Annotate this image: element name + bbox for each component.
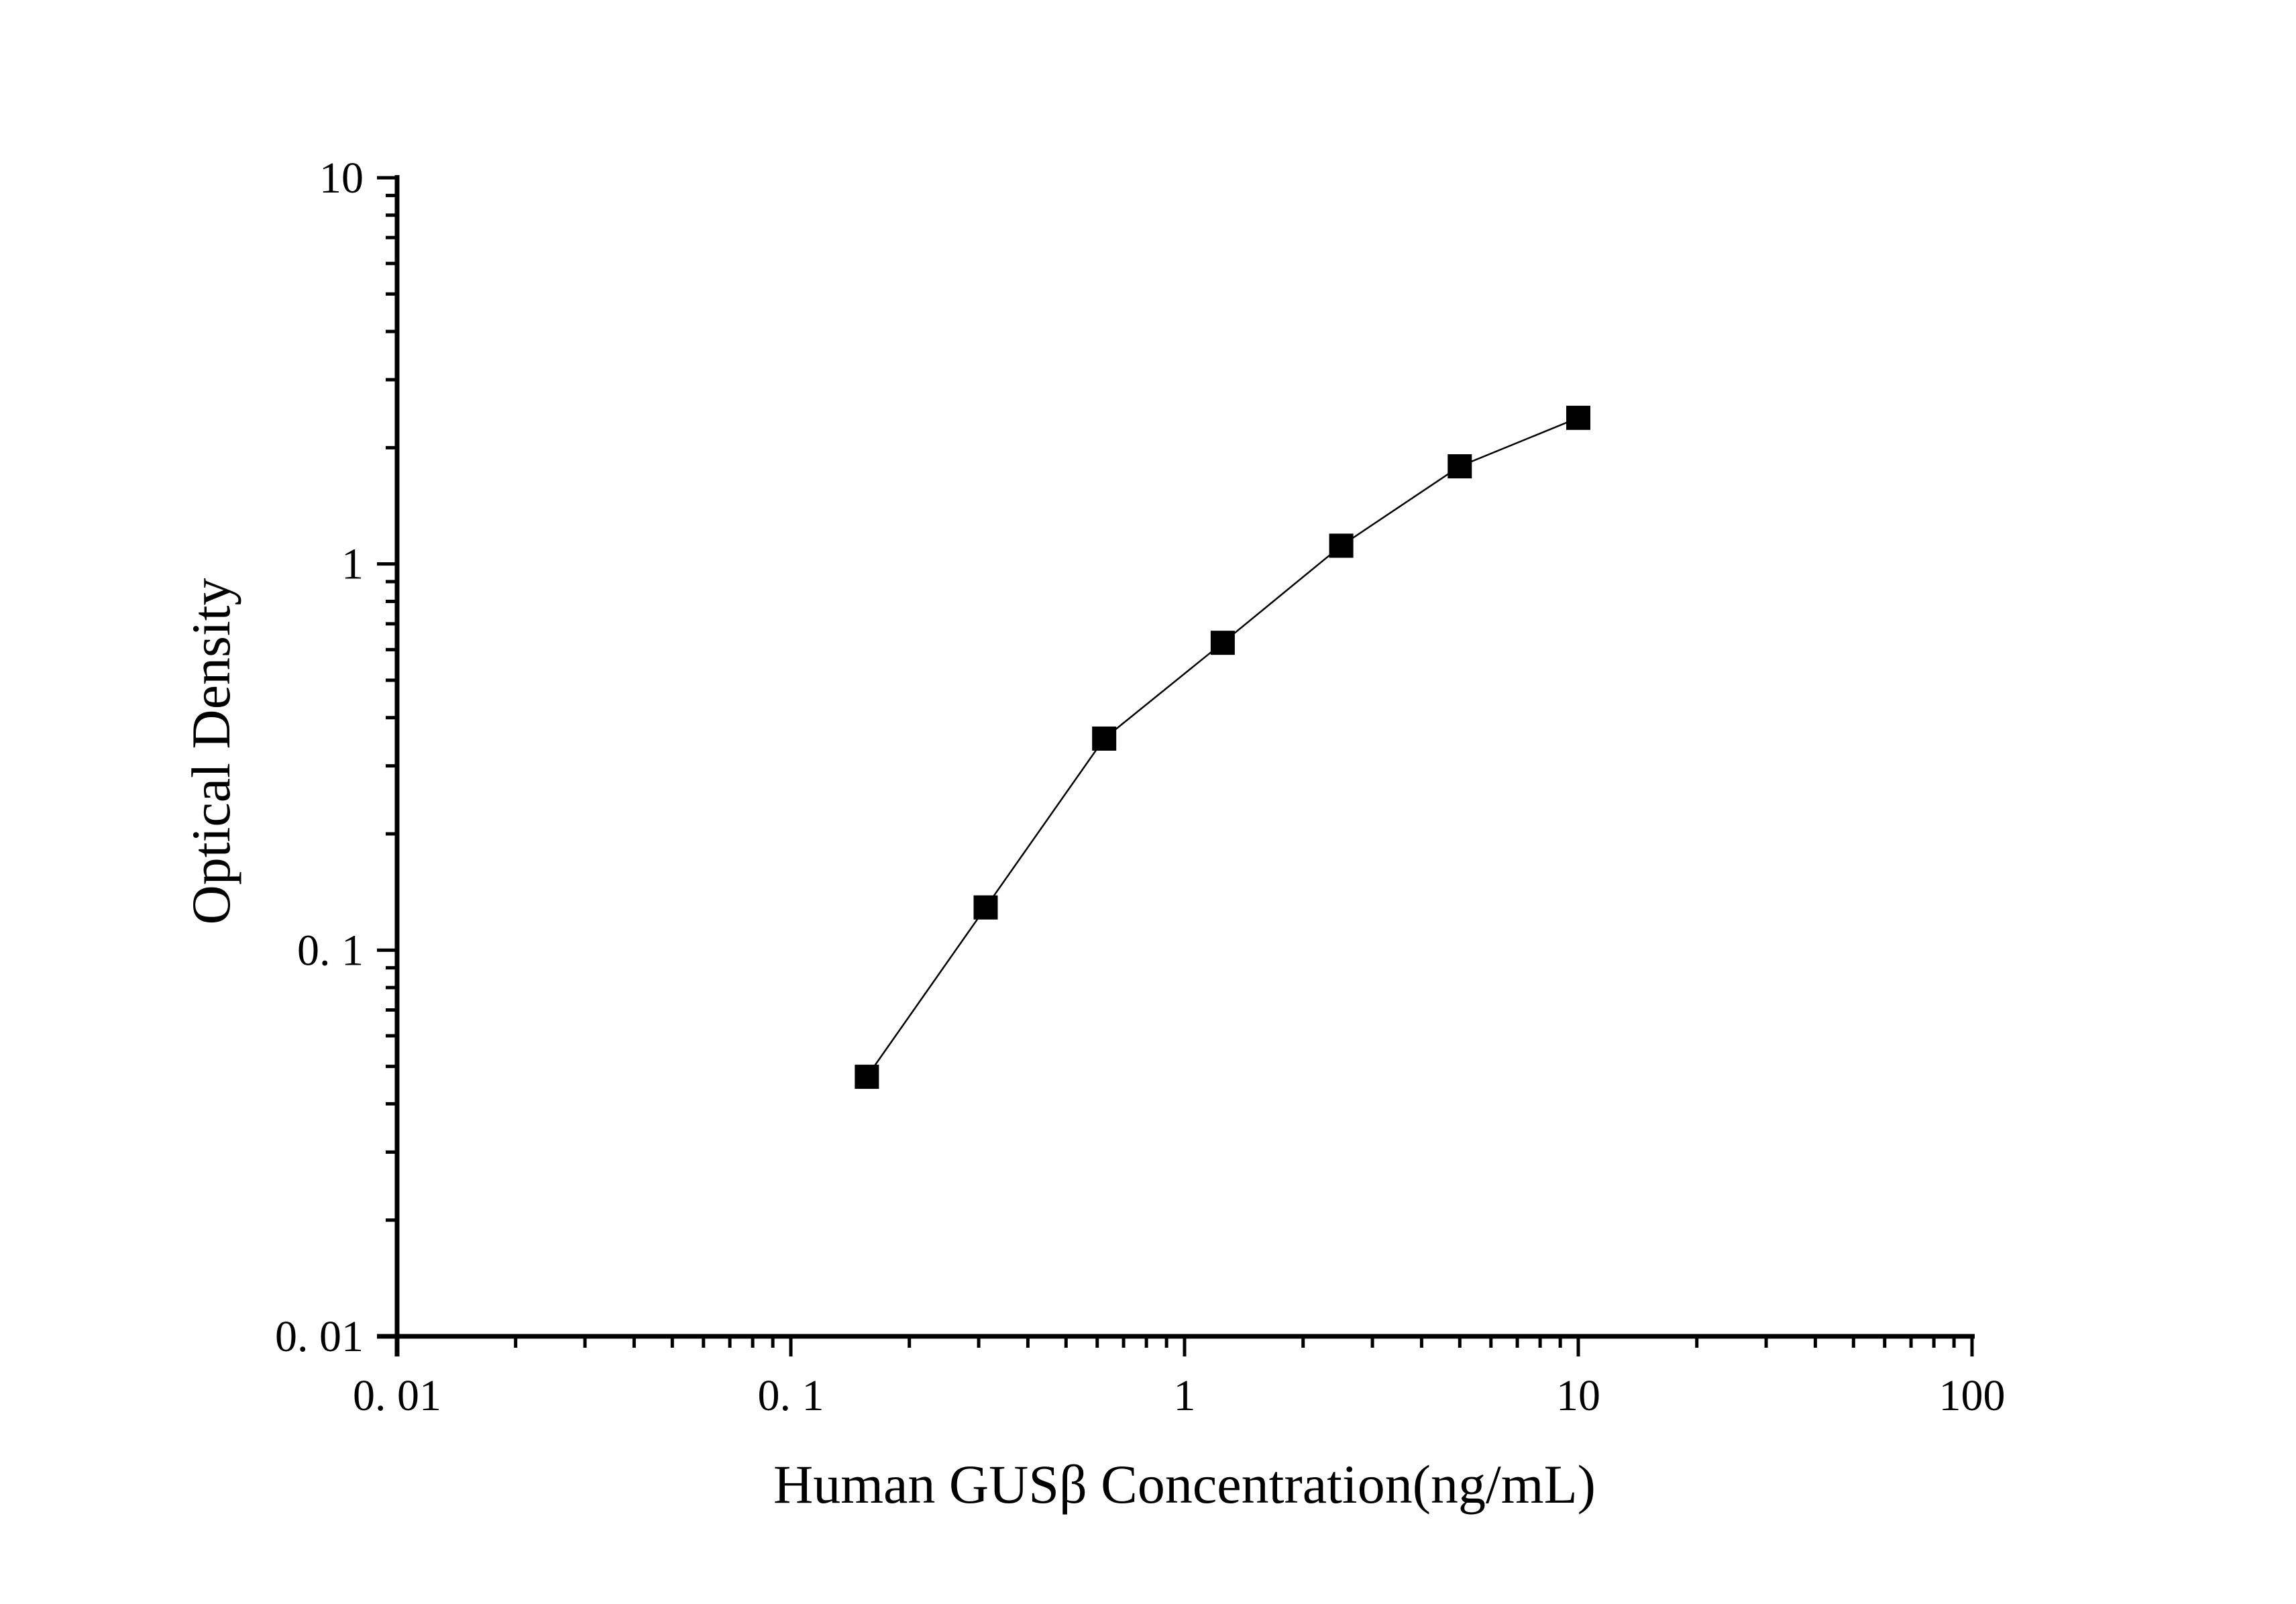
x-tick-label: 100 bbox=[1939, 1371, 2006, 1420]
y-axis-label: Optical Density bbox=[180, 578, 241, 925]
x-axis-label: Human GUSβ Concentration(ng/mL) bbox=[773, 1454, 1596, 1515]
x-tick-label: 10 bbox=[1556, 1371, 1600, 1420]
y-tick-label: 0. 1 bbox=[297, 926, 364, 975]
y-tick-label: 1 bbox=[341, 540, 364, 589]
y-tick-label: 0. 01 bbox=[275, 1312, 364, 1361]
plot-area bbox=[855, 405, 1590, 1089]
data-point bbox=[855, 1065, 879, 1089]
data-point bbox=[973, 895, 998, 920]
y-tick-label: 10 bbox=[319, 154, 364, 203]
series-line bbox=[866, 417, 1579, 1077]
x-tick-label: 0. 1 bbox=[758, 1371, 824, 1420]
axes bbox=[377, 175, 1975, 1356]
data-point bbox=[1566, 405, 1590, 430]
data-point bbox=[1447, 454, 1472, 479]
data-point bbox=[1092, 726, 1117, 751]
tick-labels: 0. 01 0. 1 1 10 100 0. 01 0. 1 1 10 bbox=[275, 154, 2006, 1420]
x-tick-label: 1 bbox=[1174, 1371, 1196, 1420]
data-point bbox=[1210, 631, 1235, 655]
data-point bbox=[1329, 533, 1354, 558]
x-tick-label: 0. 01 bbox=[353, 1371, 441, 1420]
